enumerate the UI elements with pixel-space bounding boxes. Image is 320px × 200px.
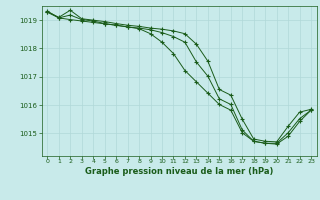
X-axis label: Graphe pression niveau de la mer (hPa): Graphe pression niveau de la mer (hPa): [85, 167, 273, 176]
